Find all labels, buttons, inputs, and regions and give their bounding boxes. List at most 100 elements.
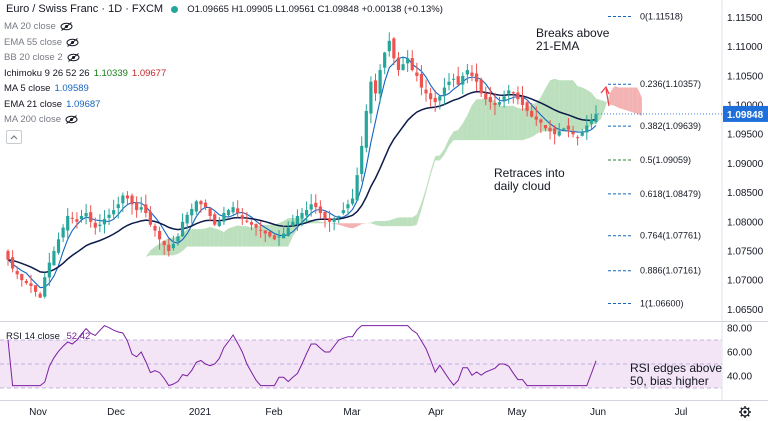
ichimoku-cloud-segment [375, 221, 381, 227]
ichimoku-cloud-segment [122, 262, 128, 269]
indicator-row[interactable]: MA 200 close [4, 114, 78, 125]
indicator-label: BB 20 close 2 [4, 52, 63, 63]
indicator-row[interactable]: Ichimoku 9 26 52 26 1.10339 1.09677 [4, 68, 166, 79]
candle-body [180, 221, 185, 237]
ichimoku-cloud-segment [554, 78, 560, 132]
ichimoku-cloud-segment [628, 87, 633, 113]
annotation-rsi-line2: 50, bias higher [630, 374, 709, 388]
candle-body [176, 236, 180, 242]
ichimoku-cloud-segment [343, 223, 348, 228]
ichimoku-cloud-segment [513, 105, 518, 141]
ichimoku-cloud-segment [536, 97, 541, 135]
candle-body [516, 92, 520, 100]
ichimoku-cloud-segment [150, 246, 155, 256]
collapse-legend-button[interactable] [6, 130, 22, 144]
ichimoku-cloud-segment [632, 87, 638, 114]
annotation-breaks-line1: Breaks above [536, 26, 610, 40]
candle-body [15, 271, 19, 275]
candle-body [56, 239, 61, 253]
indicator-row[interactable]: BB 20 close 2 [4, 52, 80, 63]
indicator-row[interactable]: EMA 21 close 1.09687 [4, 99, 100, 110]
ichimoku-cloud-segment [444, 138, 449, 155]
candle-body [539, 119, 543, 123]
ichimoku-cloud-segment [449, 131, 454, 146]
candle-body [89, 212, 93, 222]
candle-body [387, 40, 391, 52]
ichimoku-cloud-segment [219, 229, 224, 247]
symbol-title[interactable]: Euro / Swiss Franc · 1D · FXCM [6, 3, 164, 15]
candle-body [171, 243, 175, 249]
gear-tooth [747, 414, 750, 417]
ichimoku-cloud-segment [72, 259, 77, 265]
ichimoku-cloud-segment [334, 223, 339, 225]
fib-level-label: 0(1.11518) [640, 11, 683, 21]
ichimoku-cloud-segment [81, 267, 87, 270]
ichimoku-cloud-segment [113, 274, 119, 279]
symbol-header[interactable]: Euro / Swiss Franc · 1D · FXCM O1.09665 … [6, 3, 443, 15]
candle-body [373, 80, 378, 94]
candle-body [396, 57, 401, 71]
indicator-value: 1.09589 [54, 83, 89, 94]
ichimoku-cloud-segment [393, 217, 399, 227]
ichimoku-cloud-segment [586, 89, 592, 129]
indicator-row[interactable]: MA 5 close 1.09589 [4, 83, 89, 94]
candle-body [493, 103, 497, 106]
candle-body [185, 214, 189, 224]
rsi-legend-label: RSI 14 close [6, 331, 60, 342]
fib-level-label: 0.5(1.09059) [640, 155, 691, 165]
candle-body [369, 81, 373, 114]
ichimoku-cloud-segment [260, 224, 266, 247]
price-axis-label: 1.10500 [727, 71, 764, 82]
candle-body [355, 175, 359, 201]
price-axis-label: 1.07000 [727, 276, 764, 287]
ichimoku-cloud-segment [357, 223, 362, 227]
candle-body [240, 215, 244, 219]
candle-body [576, 137, 580, 139]
candle-body [121, 195, 125, 204]
eye-crossed-icon[interactable] [67, 53, 80, 62]
ichimoku-cloud-segment [315, 221, 321, 224]
candle-body [585, 125, 589, 133]
candle-body [236, 208, 240, 214]
price-axis-label: 1.11500 [727, 13, 763, 24]
ichimoku-cloud-segment [573, 80, 578, 132]
candle-body [282, 233, 286, 239]
chevron-up-icon [10, 135, 18, 140]
ichimoku-cloud-segment [223, 228, 229, 247]
eye-crossed-icon[interactable] [60, 22, 73, 31]
candle-body [135, 202, 139, 211]
ichimoku-cloud-segment [481, 97, 486, 141]
candle-body [24, 280, 28, 284]
gear-icon[interactable] [739, 406, 751, 418]
candle-body [107, 214, 111, 218]
ichimoku-cloud-segment [205, 226, 211, 247]
price-axis-label: 1.09000 [727, 159, 764, 170]
rsi-legend[interactable]: RSI 14 close 52.42 [6, 331, 90, 342]
ichimoku-cloud-segment [490, 99, 495, 141]
ichimoku-cloud-segment [412, 214, 417, 227]
ichimoku-cloud-segment [256, 224, 261, 247]
eye-crossed-icon[interactable] [66, 37, 79, 47]
ichimoku-cloud-segment [550, 78, 555, 132]
indicator-row[interactable]: MA 20 close [4, 21, 73, 32]
ichimoku-cloud-segment [233, 225, 238, 247]
candle-body [217, 221, 221, 226]
candle-body [557, 131, 561, 136]
ichimoku-cloud-segment [504, 105, 509, 141]
annotation-breaks-line2: 21-EMA [536, 39, 580, 53]
ichimoku-cloud-segment [242, 226, 247, 247]
ichimoku-cloud-segment [347, 223, 353, 229]
candle-body [451, 78, 456, 80]
ichimoku-cloud-segment [380, 221, 385, 227]
fib-level-label: 1(1.06600) [640, 298, 684, 308]
candle-body [268, 231, 272, 237]
candle-body [102, 218, 107, 225]
ichimoku-cloud-segment [237, 225, 243, 247]
indicator-row[interactable]: EMA 55 close [4, 37, 79, 48]
candle-body [566, 125, 571, 130]
eye-crossed-icon[interactable] [65, 115, 78, 124]
candle-body [259, 229, 263, 231]
annotation-retraces-line1: Retraces into [494, 166, 565, 180]
ichimoku-cloud-segment [568, 80, 574, 132]
